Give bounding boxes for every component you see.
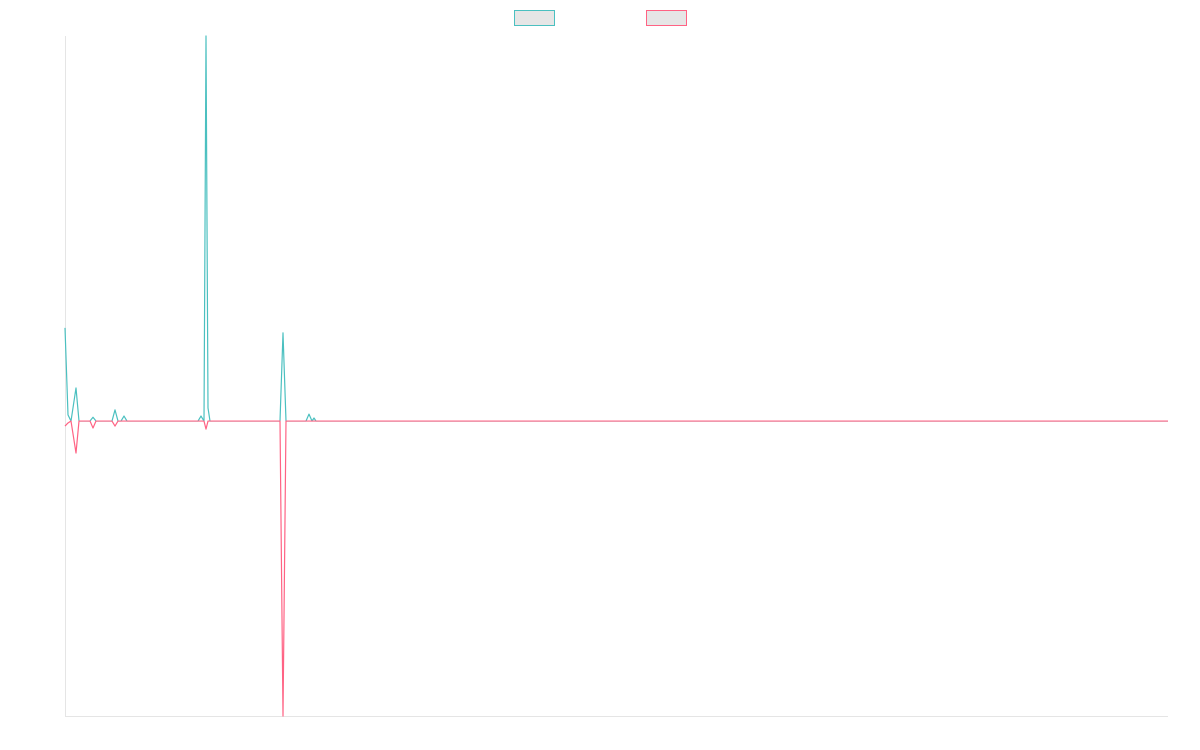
- legend-swatch[interactable]: [646, 10, 687, 26]
- legend-swatch[interactable]: [514, 10, 555, 26]
- series-line: [64, 420, 1168, 717]
- series-line: [64, 35, 1168, 422]
